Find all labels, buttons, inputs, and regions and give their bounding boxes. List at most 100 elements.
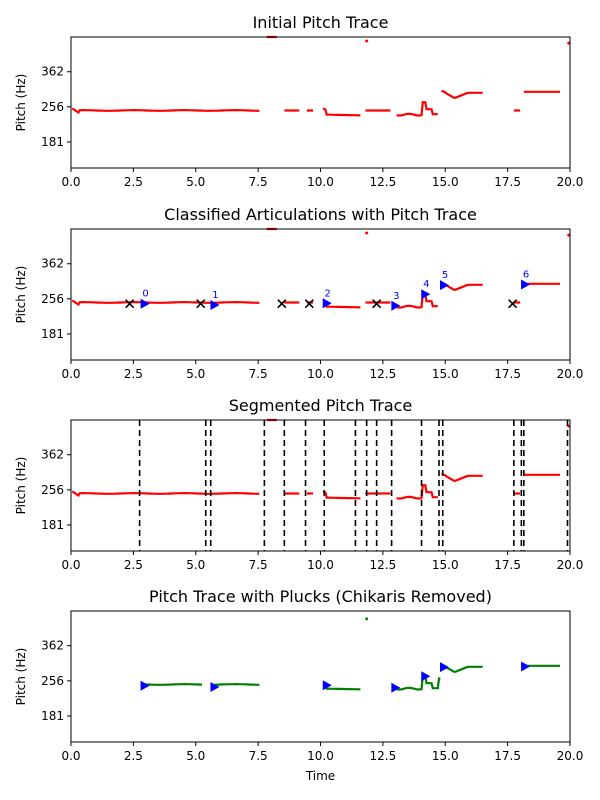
x-tick-label: 10.0 (307, 175, 334, 189)
x-tick-label: 2.5 (124, 558, 143, 572)
x-tick-label: 17.5 (494, 749, 521, 763)
chart-panel-0: Initial Pitch Trace 0.0 2.5 5.0 7.5 10.0 12.5 1… (14, 13, 583, 189)
y-axis-label: Pitch (Hz) (14, 266, 28, 324)
x-tick-label: 0.0 (61, 175, 80, 189)
pluck-marker-0 (140, 298, 150, 309)
y-tick-label: 181 (41, 709, 64, 723)
x-tick-label: 20.0 (557, 749, 584, 763)
pluck-label-2: 2 (325, 288, 331, 299)
x-tick-label: 15.0 (432, 558, 459, 572)
y-tick-label: 362 (41, 257, 64, 271)
x-tick-label: 2.5 (124, 175, 143, 189)
pluck-marker-4 (421, 289, 431, 300)
x-tick-label: 7.5 (249, 749, 268, 763)
x-tick-label: 17.5 (494, 175, 521, 189)
y-axis-label: Pitch (Hz) (14, 74, 28, 132)
pluck-label-4: 4 (423, 279, 429, 290)
pitch-segment-0 (144, 683, 202, 686)
y-tick-label: 256 (41, 292, 64, 306)
pluck-marker-1 (210, 299, 220, 310)
pitch-trace (71, 418, 560, 500)
x-tick-label: 2.5 (124, 749, 143, 763)
x-tick-label: 12.5 (370, 749, 397, 763)
chart-panel-3: Pitch Trace with Plucks (Chikaris Remove… (14, 587, 583, 783)
x-tick-label: 10.0 (307, 749, 334, 763)
x-tick-label: 7.5 (249, 367, 268, 381)
pitch-segment-4 (424, 676, 441, 690)
chikari-marker-1 (196, 299, 206, 309)
y-tick-label: 362 (41, 448, 64, 462)
axes-frame (70, 610, 571, 743)
pluck-label-0: 0 (142, 289, 148, 300)
y-axis-label: Pitch (Hz) (14, 457, 28, 515)
y-axis-label: Pitch (Hz) (14, 648, 28, 706)
y-tick-label: 256 (41, 674, 64, 688)
x-tick-label: 12.5 (370, 175, 397, 189)
pluck-marker-2 (322, 298, 332, 309)
outlier-point-0 (365, 617, 369, 621)
chart-title: Pitch Trace with Plucks (Chikaris Remove… (149, 587, 492, 606)
x-tick-label: 2.5 (124, 367, 143, 381)
y-tick-label: 362 (41, 639, 64, 653)
y-tick-label: 181 (41, 135, 64, 149)
x-tick-label: 10.0 (307, 558, 334, 572)
chikari-marker-4 (372, 299, 382, 309)
pluck-marker-3 (391, 682, 401, 693)
x-tick-label: 20.0 (557, 367, 584, 381)
pluck-label-1: 1 (212, 290, 218, 301)
chikari-marker-3 (304, 299, 314, 309)
x-tick-label: 7.5 (249, 558, 268, 572)
x-tick-label: 5.0 (186, 175, 205, 189)
pluck-marker-1 (210, 681, 220, 692)
x-tick-label: 12.5 (370, 558, 397, 572)
x-tick-label: 7.5 (249, 175, 268, 189)
pitch-segment-3 (395, 676, 424, 691)
chikari-marker-2 (277, 299, 287, 309)
pluck-marker-5 (440, 280, 450, 291)
pitch-trace (71, 35, 560, 117)
x-tick-label: 12.5 (370, 367, 397, 381)
x-tick-label: 5.0 (186, 367, 205, 381)
outlier-point-0 (365, 231, 369, 235)
pluck-marker-3 (391, 300, 401, 311)
chikari-marker-5 (508, 299, 518, 309)
pitch-segment-5 (442, 664, 483, 673)
outlier-point-0 (365, 39, 369, 43)
pluck-marker-5 (440, 662, 450, 673)
chart-panel-2: Segmented Pitch Trace 0.0 2.5 5.0 7.5 10.0 12.… (14, 396, 583, 572)
chart-title: Classified Articulations with Pitch Trac… (164, 205, 477, 224)
y-tick-label: 181 (41, 518, 64, 532)
x-tick-label: 20.0 (557, 558, 584, 572)
y-tick-label: 181 (41, 327, 64, 341)
chart-title: Initial Pitch Trace (253, 13, 389, 32)
x-tick-label: 5.0 (186, 749, 205, 763)
y-tick-label: 256 (41, 100, 64, 114)
x-tick-label: 0.0 (61, 367, 80, 381)
pluck-label-6: 6 (523, 269, 529, 280)
pluck-label-3: 3 (393, 291, 399, 302)
pitch-segment-1 (214, 683, 260, 686)
y-tick-label: 256 (41, 483, 64, 497)
pluck-label-5: 5 (442, 270, 448, 281)
x-tick-label: 15.0 (432, 367, 459, 381)
pluck-marker-4 (421, 671, 431, 682)
x-tick-label: 5.0 (186, 558, 205, 572)
chikari-marker-0 (125, 299, 135, 309)
chart-title: Segmented Pitch Trace (229, 396, 413, 415)
pitch-segment-2 (324, 683, 361, 691)
x-tick-label: 20.0 (557, 175, 584, 189)
axes-frame (70, 36, 571, 169)
chart-panel-1: Classified Articulations with Pitch Trac… (14, 205, 583, 381)
x-tick-label: 0.0 (61, 749, 80, 763)
x-axis-label: Time (305, 769, 335, 783)
x-tick-label: 17.5 (494, 367, 521, 381)
x-tick-label: 0.0 (61, 558, 80, 572)
y-tick-label: 362 (41, 65, 64, 79)
x-tick-label: 10.0 (307, 367, 334, 381)
x-tick-label: 15.0 (432, 175, 459, 189)
x-tick-label: 17.5 (494, 558, 521, 572)
pluck-marker-0 (140, 680, 150, 691)
pluck-marker-2 (322, 680, 332, 691)
x-tick-label: 15.0 (432, 749, 459, 763)
